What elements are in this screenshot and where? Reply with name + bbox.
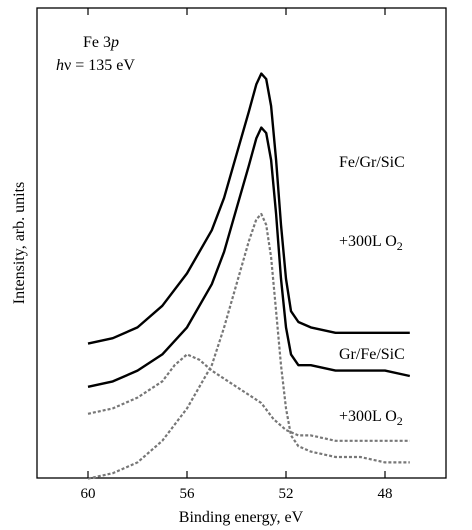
series-line-4 [87, 212, 410, 480]
series-line-1 [87, 72, 410, 345]
label-gr-fe-sic-o2: +300L O2 [339, 408, 403, 428]
plot-frame [36, 7, 447, 479]
x-tick-label: 48 [378, 486, 393, 502]
series-line-3 [87, 126, 411, 388]
series-layer [87, 72, 411, 480]
annotation-element: Fe 3p [83, 34, 119, 51]
x-ticks: 60 56 52 48 [81, 8, 393, 502]
x-axis-title: Binding energy, eV [179, 509, 304, 526]
label-fe-gr-sic: Fe/Gr/SiC [339, 154, 405, 171]
x-tick-label: 52 [279, 486, 294, 502]
label-gr-fe-sic: Gr/Fe/SiC [339, 346, 405, 363]
annotation-photon-energy: hν = 135 eV [56, 57, 135, 74]
label-fe-gr-sic-o2: +300L O2 [339, 233, 403, 253]
x-tick-label: 60 [81, 486, 96, 502]
x-tick-label: 56 [180, 486, 196, 502]
y-axis-title: Intensity, arb. units [11, 182, 28, 305]
series-line-2 [87, 353, 410, 442]
